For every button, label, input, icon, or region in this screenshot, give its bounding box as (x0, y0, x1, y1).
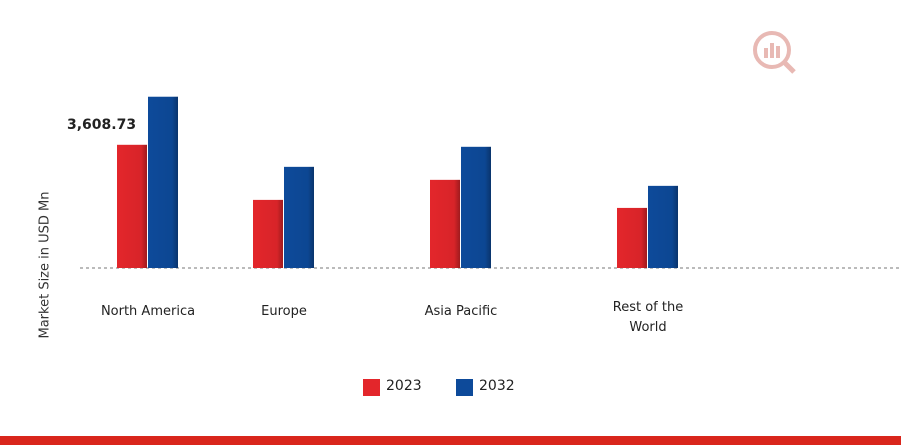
x-tick-label: Europe (261, 304, 307, 319)
logo (753, 31, 796, 74)
legend-swatch (363, 379, 380, 396)
y-axis-label: Market Size in USD Mn (37, 191, 53, 339)
bar-shade (117, 144, 147, 268)
x-tick-label: Rest of the World (612, 300, 684, 335)
footer-bar (0, 436, 901, 445)
bar-shade (617, 207, 647, 268)
legend-label: 2032 (479, 378, 515, 394)
bar-shade (148, 96, 178, 268)
bar-shade (253, 199, 283, 268)
x-tick-label: North America (100, 304, 196, 319)
bar-shade (430, 179, 460, 268)
data-label: 3,608.73 (67, 116, 137, 133)
bar-shade (461, 146, 491, 268)
legend-label: 2023 (386, 378, 422, 394)
legend-swatch (456, 379, 473, 396)
bar-shade (648, 185, 678, 268)
x-tick-label: Asia Pacific (424, 304, 498, 319)
bar-shade (284, 166, 314, 268)
